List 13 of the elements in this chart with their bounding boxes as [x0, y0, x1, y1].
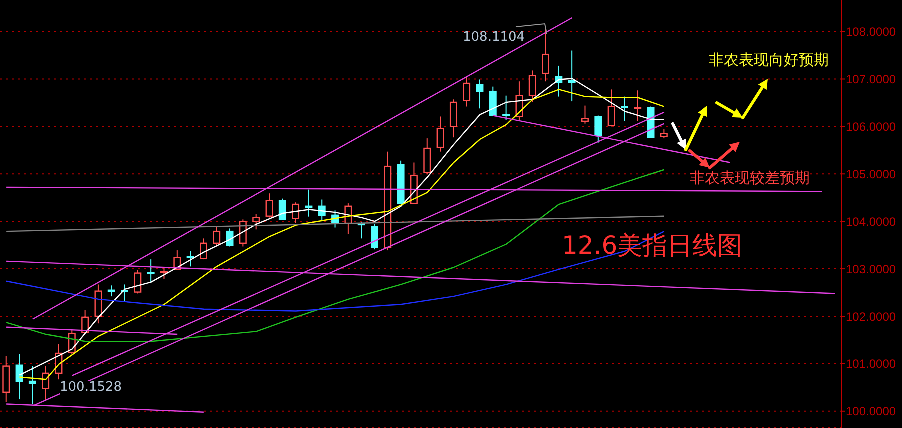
annotation: 非农表现向好预期 — [709, 51, 829, 70]
y-tick-label: 100.0000 — [846, 404, 896, 419]
y-tick-label: 107.0000 — [846, 72, 896, 86]
y-tick-label: 106.0000 — [846, 120, 896, 134]
y-tick-label: 102.0000 — [846, 310, 896, 324]
annotation: 非农表现较差预期 — [690, 169, 810, 188]
annotation: 100.1528 — [60, 380, 122, 396]
y-tick-label: 101.0000 — [846, 357, 896, 372]
y-tick-label: 108.0000 — [846, 25, 896, 40]
y-tick-label: 104.0000 — [846, 214, 896, 229]
annotation: 108.1104 — [463, 30, 526, 46]
y-tick-label: 103.0000 — [846, 262, 896, 276]
y-tick-label: 105.0000 — [846, 167, 896, 182]
